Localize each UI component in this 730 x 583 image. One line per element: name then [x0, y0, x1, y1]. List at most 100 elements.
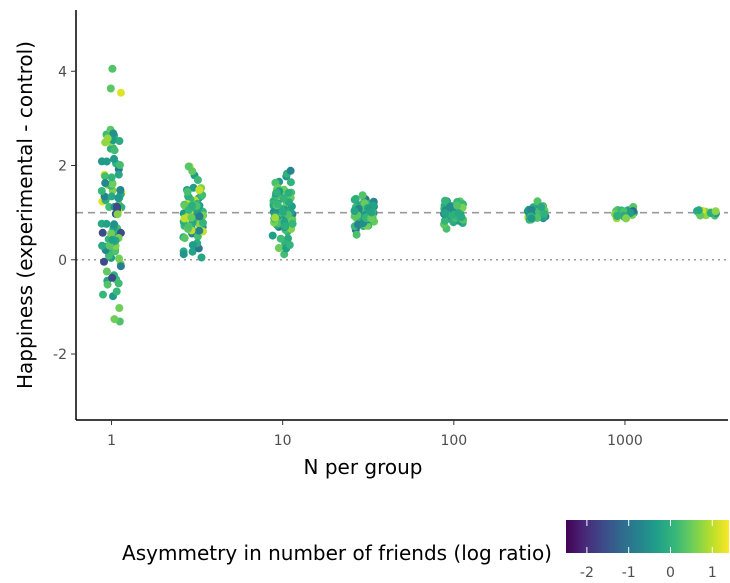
- data-point: [613, 212, 622, 220]
- data-point: [533, 213, 542, 222]
- y-tick-label: 2: [58, 159, 67, 175]
- data-point: [115, 137, 124, 145]
- data-point: [711, 207, 720, 216]
- data-point: [114, 170, 123, 179]
- data-point: [440, 216, 449, 225]
- x-tick-label: 1000: [607, 433, 643, 449]
- data-point: [108, 64, 117, 73]
- data-point: [180, 214, 189, 223]
- data-point: [106, 84, 115, 93]
- data-point: [99, 290, 107, 299]
- data-point: [100, 257, 108, 266]
- data-point: [188, 247, 197, 256]
- data-point: [109, 129, 118, 138]
- data-point: [114, 279, 123, 288]
- data-point: [193, 176, 202, 184]
- data-point: [102, 157, 111, 166]
- y-tick-label: 4: [58, 64, 67, 80]
- data-point: [188, 201, 196, 210]
- axes: [75, 10, 728, 421]
- data-point: [107, 173, 116, 182]
- data-point: [286, 178, 295, 187]
- data-point: [195, 212, 204, 221]
- colorbar-tick-label: 0: [666, 565, 675, 581]
- data-point: [103, 280, 112, 289]
- legend-title: Asymmetry in number of friends (log rati…: [122, 541, 552, 565]
- data-point: [98, 228, 107, 237]
- data-point: [102, 219, 111, 228]
- data-point: [441, 209, 450, 218]
- data-point: [457, 213, 466, 222]
- data-point: [195, 186, 204, 194]
- data-point: [116, 186, 125, 194]
- data-point: [116, 88, 125, 97]
- x-tick-label: 10: [274, 433, 292, 449]
- data-point: [183, 187, 192, 196]
- data-point: [107, 192, 116, 201]
- data-point: [110, 315, 119, 324]
- colorbar-ticks: -2 -1 0 1: [580, 520, 717, 581]
- colorbar-tick-label: 1: [708, 565, 717, 581]
- data-point: [108, 235, 117, 244]
- data-point: [101, 179, 110, 187]
- reference-lines: [76, 211, 728, 261]
- data-point: [622, 214, 631, 223]
- data-point: [107, 229, 116, 238]
- data-point: [358, 191, 367, 200]
- y-axis-ticks: -2 0 2 4: [53, 64, 76, 363]
- data-point: [197, 253, 206, 262]
- colorbar: [566, 520, 729, 553]
- data-point: [184, 162, 193, 171]
- data-point: [199, 218, 207, 227]
- data-point: [113, 210, 122, 219]
- data-point: [115, 161, 124, 169]
- data-point: [441, 196, 449, 205]
- data-point: [279, 194, 288, 203]
- data-point: [527, 214, 536, 223]
- data-point: [367, 208, 376, 217]
- data-point: [110, 154, 118, 163]
- data-point: [108, 273, 117, 282]
- data-point: [108, 180, 117, 188]
- data-point: [350, 207, 359, 215]
- data-point: [288, 219, 297, 228]
- data-point: [179, 250, 188, 259]
- data-point: [268, 231, 277, 240]
- data-point: [278, 207, 287, 216]
- data-point: [114, 194, 123, 202]
- data-point: [188, 241, 197, 250]
- data-point: [694, 206, 703, 215]
- data-point: [276, 234, 285, 243]
- data-point: [110, 220, 119, 229]
- data-point: [537, 202, 546, 211]
- y-tick-label: -2: [53, 347, 67, 363]
- data-point: [98, 241, 107, 250]
- data-point: [540, 209, 549, 218]
- data-point: [274, 244, 283, 252]
- data-point: [97, 187, 106, 195]
- data-point: [446, 202, 454, 211]
- data-point: [351, 194, 360, 203]
- data-point: [286, 166, 295, 175]
- data-point: [180, 234, 189, 243]
- data-point: [101, 172, 109, 181]
- y-tick-label: 0: [58, 253, 67, 269]
- data-point: [187, 213, 196, 222]
- colorbar-tick-label: -1: [622, 565, 636, 581]
- data-point: [271, 213, 280, 222]
- color-legend: Asymmetry in number of friends (log rati…: [122, 520, 729, 581]
- data-point: [115, 304, 124, 312]
- data-point: [273, 200, 282, 208]
- data-point: [102, 267, 111, 276]
- data-point: [533, 197, 542, 206]
- data-point: [195, 226, 204, 235]
- x-axis-ticks: 1 10 100 1000: [107, 420, 643, 449]
- data-point: [367, 214, 376, 223]
- data-point: [103, 134, 112, 143]
- data-point: [110, 146, 119, 155]
- x-tick-label: 100: [440, 433, 467, 449]
- x-axis-title: N per group: [304, 455, 423, 479]
- data-point: [453, 201, 462, 210]
- data-point: [626, 209, 635, 217]
